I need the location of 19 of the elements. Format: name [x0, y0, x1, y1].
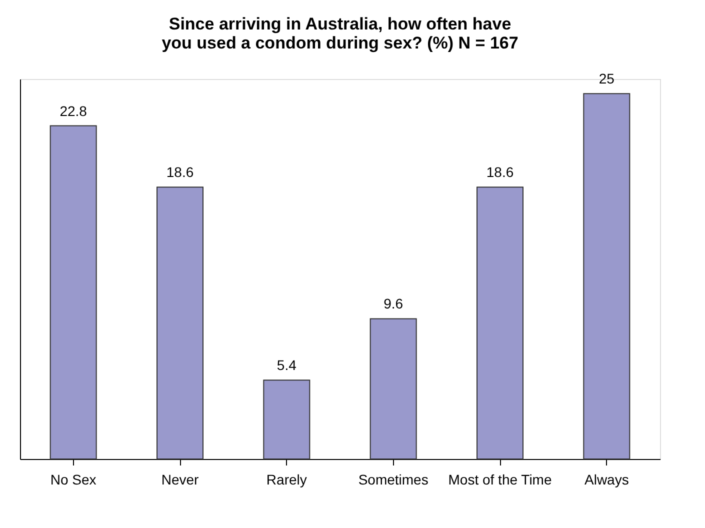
data-label: 22.8: [60, 102, 88, 119]
chart-title: Since arriving in Australia, how often have you used a condom during sex? (%) N = 167: [162, 14, 518, 53]
bar: [583, 93, 630, 460]
data-label: 9.6: [384, 296, 404, 312]
data-label: 18.6: [166, 164, 194, 180]
bar: [50, 125, 97, 460]
x-tick-label: Sometimes: [358, 472, 428, 488]
x-tick-label: Always: [584, 472, 629, 488]
bar: [263, 380, 310, 460]
bar: [370, 318, 417, 460]
x-tick-label: No Sex: [50, 472, 96, 488]
data-label: 18.6: [486, 164, 514, 180]
bar: [156, 186, 204, 460]
data-label: 5.4: [276, 357, 297, 374]
data-label: 25: [598, 70, 615, 87]
x-tick-label: Never: [161, 472, 200, 488]
bar: [476, 186, 524, 460]
x-tick-label: Rarely: [266, 472, 307, 488]
x-tick-label: Most of the Time: [448, 472, 552, 488]
